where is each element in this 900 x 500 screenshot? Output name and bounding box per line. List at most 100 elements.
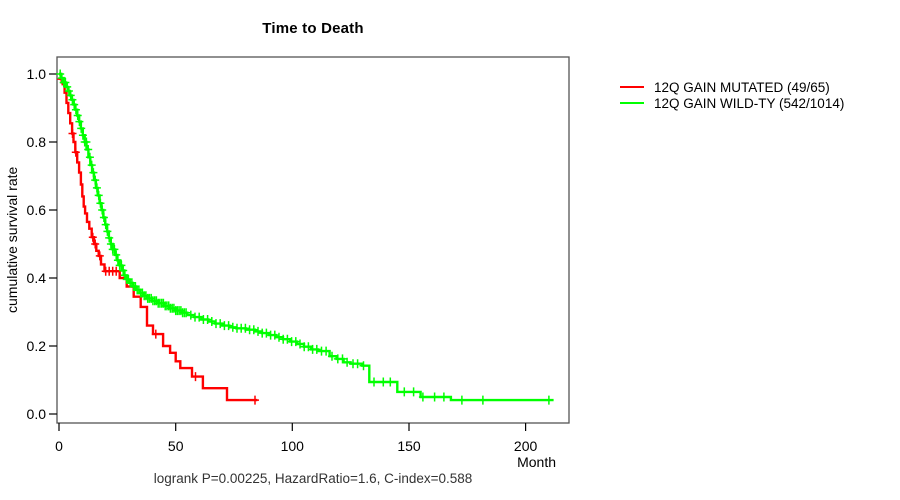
legend-item-wildtype: 12Q GAIN WILD-TY (542/1014) bbox=[620, 95, 844, 111]
censor-mark bbox=[478, 395, 487, 405]
y-tick-label: 0.6 bbox=[27, 202, 47, 218]
censor-mark bbox=[275, 332, 283, 342]
censor-mark bbox=[386, 377, 395, 387]
censor-mark bbox=[224, 321, 233, 331]
x-tick-label: 150 bbox=[397, 438, 421, 454]
censor-mark bbox=[370, 377, 378, 387]
censor-mark bbox=[182, 308, 191, 318]
x-axis-title: Month bbox=[517, 454, 556, 470]
censor-mark bbox=[151, 329, 160, 339]
censor-mark bbox=[71, 105, 80, 115]
censor-mark bbox=[418, 392, 427, 402]
censor-mark bbox=[92, 183, 101, 193]
censor-mark bbox=[291, 337, 300, 347]
censor-mark bbox=[430, 392, 439, 402]
censor-mark bbox=[98, 205, 107, 215]
censor-mark bbox=[78, 130, 87, 140]
censor-mark bbox=[95, 251, 104, 261]
censor-mark bbox=[70, 100, 79, 110]
censor-mark bbox=[112, 250, 121, 260]
censor-marks-mutated bbox=[57, 74, 259, 405]
censor-mark bbox=[113, 255, 122, 265]
censor-mark bbox=[312, 344, 321, 354]
censor-mark bbox=[57, 73, 66, 83]
censor-mark bbox=[77, 123, 86, 133]
censor-mark bbox=[353, 359, 362, 369]
censor-mark bbox=[56, 69, 65, 79]
censor-mark bbox=[68, 95, 77, 105]
censor-mark bbox=[63, 82, 72, 92]
censor-mark bbox=[254, 326, 262, 336]
chart-title: Time to Death bbox=[262, 20, 364, 37]
censor-mark bbox=[251, 395, 259, 405]
legend-line-sample-red bbox=[620, 86, 644, 88]
censor-mark bbox=[322, 346, 331, 356]
censor-mark bbox=[88, 232, 97, 242]
censor-mark bbox=[338, 354, 347, 364]
censor-mark bbox=[207, 317, 216, 326]
censor-mark bbox=[101, 220, 110, 230]
censor-mark bbox=[105, 233, 114, 243]
censor-mark bbox=[103, 226, 112, 236]
censor-mark bbox=[85, 152, 94, 162]
censor-mark bbox=[91, 239, 100, 249]
censor-mark bbox=[439, 392, 448, 402]
censor-mark bbox=[106, 239, 115, 249]
censor-mark bbox=[241, 323, 250, 333]
censor-mark bbox=[71, 147, 80, 157]
censor-mark bbox=[359, 361, 368, 371]
survival-curve-wildtype bbox=[59, 72, 554, 402]
censor-mark bbox=[112, 266, 121, 276]
censor-mark bbox=[457, 395, 466, 405]
censor-mark bbox=[84, 145, 93, 154]
censor-mark bbox=[120, 270, 129, 280]
survival-curve-mutated bbox=[59, 72, 258, 402]
censor-mark bbox=[304, 342, 313, 352]
legend-label-wildtype: 12Q GAIN WILD-TY (542/1014) bbox=[654, 95, 845, 111]
censor-mark bbox=[216, 319, 225, 329]
censor-mark bbox=[99, 213, 108, 222]
censor-mark bbox=[82, 137, 91, 147]
y-axis: 0.0 0.2 0.4 0.6 0.8 1.0 bbox=[27, 66, 57, 422]
x-tick-label: 200 bbox=[514, 438, 538, 454]
censor-mark bbox=[409, 387, 418, 397]
y-tick-label: 0.0 bbox=[27, 406, 47, 422]
censor-mark bbox=[75, 117, 84, 127]
censor-mark bbox=[262, 328, 271, 338]
legend: 12Q GAIN MUTATED (49/65) 12Q GAIN WILD-T… bbox=[620, 79, 844, 111]
censor-mark bbox=[61, 78, 70, 87]
censor-mark bbox=[117, 260, 126, 270]
censor-mark bbox=[195, 312, 204, 322]
censor-mark bbox=[73, 111, 82, 120]
censor-mark bbox=[110, 244, 119, 254]
y-tick-label: 0.8 bbox=[27, 134, 47, 150]
censor-mark bbox=[400, 387, 409, 397]
censor-mark bbox=[96, 198, 105, 208]
y-tick-label: 1.0 bbox=[27, 66, 47, 82]
x-tick-label: 0 bbox=[55, 438, 63, 454]
x-tick-label: 50 bbox=[168, 438, 184, 454]
censor-mark bbox=[328, 351, 336, 361]
censor-mark bbox=[379, 377, 388, 387]
censor-mark bbox=[228, 322, 237, 332]
legend-line-sample-green bbox=[620, 102, 644, 104]
legend-item-mutated: 12Q GAIN MUTATED (49/65) bbox=[620, 79, 844, 95]
censor-mark bbox=[94, 190, 103, 200]
stats-annotation: logrank P=0.00225, HazardRatio=1.6, C-in… bbox=[153, 471, 473, 486]
censor-mark bbox=[91, 175, 100, 185]
censor-mark bbox=[119, 266, 128, 275]
censor-mark bbox=[87, 160, 96, 170]
censor-mark bbox=[186, 310, 195, 320]
censor-mark bbox=[191, 372, 200, 382]
censor-mark bbox=[343, 357, 352, 367]
censor-mark bbox=[64, 86, 73, 96]
censor-mark bbox=[296, 339, 304, 349]
plot-border bbox=[56, 56, 570, 424]
censor-mark bbox=[68, 129, 77, 138]
censor-marks-wildtype bbox=[56, 69, 553, 405]
censor-mark bbox=[89, 168, 98, 178]
y-tick-label: 0.2 bbox=[27, 338, 47, 354]
censor-mark bbox=[270, 330, 279, 340]
